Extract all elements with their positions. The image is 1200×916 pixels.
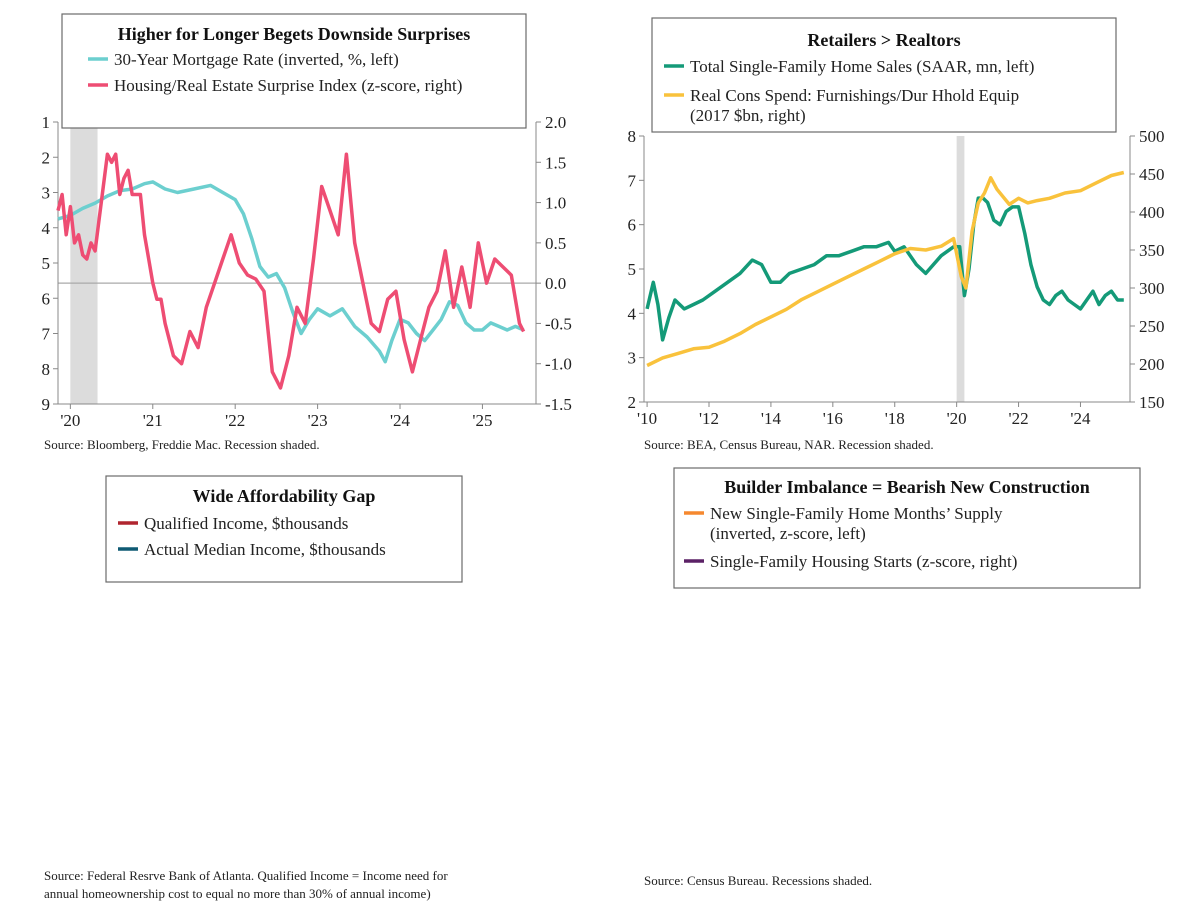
x-tick-label: '12: [699, 409, 719, 428]
y-right-tick-label: 1.0: [545, 194, 566, 213]
legend-label: Total Single-Family Home Sales (SAAR, mn…: [690, 57, 1034, 76]
chart-title: Builder Imbalance = Bearish New Construc…: [724, 477, 1089, 497]
y-right-tick-label: -0.5: [545, 314, 572, 333]
legend-label: Actual Median Income, $thousands: [144, 540, 386, 559]
legend-label: Real Cons Spend: Furnishings/Dur Hhold E…: [690, 86, 1019, 105]
y-left-tick-label: 5: [628, 260, 637, 279]
recession-shade: [70, 122, 98, 404]
source-note: Source: Federal Resrve Bank of Atlanta. …: [44, 868, 448, 883]
x-tick-label: '18: [885, 409, 905, 428]
plot-area: 8 7 6 5 4 3 2 500 450 400 350 300 250 200 150 '10 '12 '14…: [628, 127, 1165, 428]
chart-affordability-gap: Wide Affordability Gap Qualified Income,…: [44, 475, 463, 901]
legend-label-cont: (2017 $bn, right): [690, 106, 806, 125]
y-left-tick-label: 6: [42, 289, 51, 308]
legend-box: [651, 17, 1117, 133]
x-tick-label: '14: [761, 409, 782, 428]
y-right-tick-label: 450: [1139, 165, 1165, 184]
chart-retailers-realtors: 8 7 6 5 4 3 2 500 450 400 350 300 250 200 150 '10 '12 '14…: [628, 17, 1165, 452]
legend-label: Single-Family Housing Starts (z-score, r…: [710, 552, 1017, 571]
y-left-tick-label: 4: [628, 304, 637, 323]
y-left-tick-label: 7: [42, 325, 51, 344]
chart-title: Wide Affordability Gap: [193, 486, 376, 506]
x-tick-label: '20: [60, 411, 80, 430]
y-left-tick-label: 6: [628, 216, 637, 235]
y-right-tick-label: -1.0: [545, 355, 572, 374]
x-tick-label: '22: [225, 411, 245, 430]
source-note: Source: Census Bureau. Recessions shaded…: [644, 873, 872, 888]
source-note-cont: annual homeownership cost to equal no mo…: [44, 886, 431, 901]
y-left-tick-label: 1: [42, 113, 51, 132]
series-line: [645, 196, 1124, 342]
legend-label-cont: (inverted, z-score, left): [710, 524, 866, 543]
y-left-tick-label: 8: [42, 360, 51, 379]
x-tick-label: '24: [1070, 409, 1091, 428]
legend-box: [61, 13, 527, 129]
y-right-tick-label: 350: [1139, 241, 1165, 260]
y-right-tick-label: 2.0: [545, 113, 566, 132]
chart-mortgage-surprise: 1 2 3 4 5 6 7 8 9 2.0 1.5 1.0 0.5 0.0 -0.5 -1.0 -1.5 '20 '…: [42, 13, 572, 452]
y-right-tick-label: 300: [1139, 279, 1165, 298]
y-left-tick-label: 2: [628, 393, 637, 412]
y-left-tick-label: 2: [42, 148, 51, 167]
x-tick-label: '23: [308, 411, 328, 430]
plot-area: 1 2 3 4 5 6 7 8 9 2.0 1.5 1.0 0.5 0.0 -0.5 -1.0 -1.5 '20 '…: [42, 113, 572, 430]
chart-title: Retailers > Realtors: [807, 30, 960, 50]
y-right-tick-label: 150: [1139, 393, 1165, 412]
x-tick-label: '20: [947, 409, 967, 428]
chart-builder-imbalance: Builder Imbalance = Bearish New Construc…: [644, 467, 1141, 888]
y-left-tick-label: 8: [628, 127, 637, 146]
y-right-tick-label: 200: [1139, 355, 1165, 374]
legend-label: 30-Year Mortgage Rate (inverted, %, left…: [114, 50, 399, 69]
legend-label: Housing/Real Estate Surprise Index (z-sc…: [114, 76, 462, 95]
x-tick-label: '21: [143, 411, 163, 430]
x-tick-label: '25: [472, 411, 492, 430]
chart-title: Higher for Longer Begets Downside Surpri…: [118, 24, 471, 44]
x-tick-label: '24: [390, 411, 411, 430]
series-line: [57, 180, 525, 364]
legend-box: [105, 475, 463, 583]
y-left-tick-label: 3: [628, 349, 637, 368]
y-right-tick-label: 0.5: [545, 234, 566, 253]
legend-label: Qualified Income, $thousands: [144, 514, 348, 533]
source-note: Source: Bloomberg, Freddie Mac. Recessio…: [44, 437, 320, 452]
legend-box: [673, 467, 1141, 589]
y-right-tick-label: 400: [1139, 203, 1165, 222]
y-right-tick-label: 250: [1139, 317, 1165, 336]
y-left-tick-label: 9: [42, 395, 51, 414]
y-left-tick-label: 7: [628, 171, 637, 190]
y-left-tick-label: 3: [42, 184, 51, 203]
legend-label: New Single-Family Home Months’ Supply: [710, 504, 1003, 523]
y-left-tick-label: 4: [42, 219, 51, 238]
y-right-tick-label: 0.0: [545, 274, 566, 293]
y-right-tick-label: 1.5: [545, 153, 566, 172]
series-line: [56, 152, 526, 390]
y-right-tick-label: 500: [1139, 127, 1165, 146]
y-right-tick-label: -1.5: [545, 395, 572, 414]
x-tick-label: '16: [823, 409, 843, 428]
source-note: Source: BEA, Census Bureau, NAR. Recessi…: [644, 437, 934, 452]
series-line: [646, 170, 1125, 368]
x-tick-label: '10: [637, 409, 657, 428]
y-left-tick-label: 5: [42, 254, 51, 273]
x-tick-label: '22: [1009, 409, 1029, 428]
